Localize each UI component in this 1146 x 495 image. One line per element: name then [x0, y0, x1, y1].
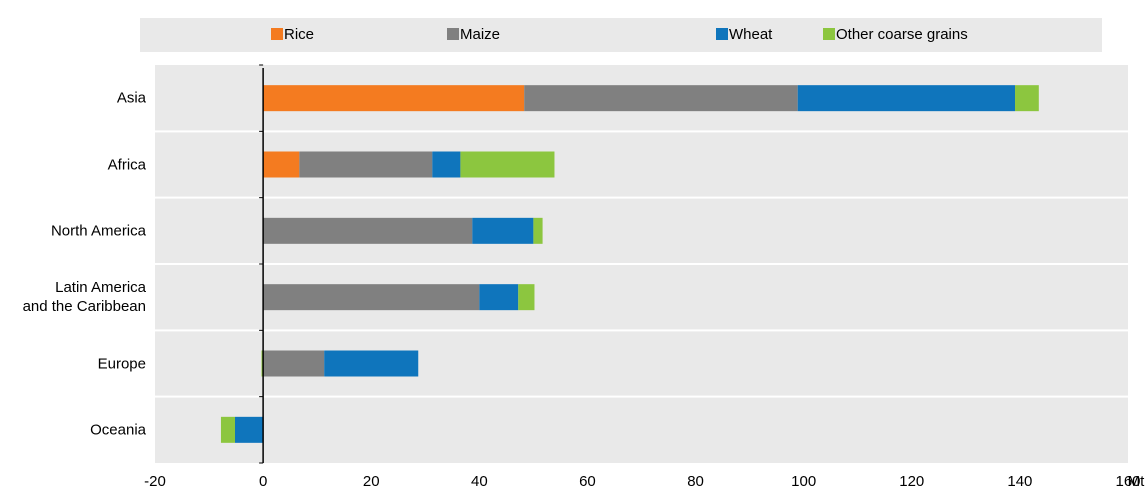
y-tick-label: Oceania [90, 421, 146, 439]
legend-swatch [823, 28, 835, 40]
bar-segment [518, 284, 535, 311]
legend-label: Wheat [729, 26, 773, 43]
y-tick-label: North America [50, 222, 146, 240]
bar-segment [460, 151, 555, 178]
bar-segment [263, 217, 473, 244]
bar-segment [324, 350, 419, 377]
bar-segment [432, 151, 461, 178]
bar-segment [263, 151, 300, 178]
x-tick-label: 160 [1115, 473, 1140, 490]
bar-segment [220, 416, 236, 443]
y-tick-label: Latin America and the Caribbean [22, 279, 146, 316]
legend-swatch [447, 28, 459, 40]
bar-segment [524, 85, 798, 112]
x-tick-label: 60 [579, 473, 596, 490]
bar-segment [533, 217, 543, 244]
legend-swatch [271, 28, 283, 40]
legend-swatch [716, 28, 728, 40]
x-tick-label: 80 [687, 473, 704, 490]
y-tick-label: Europe [97, 355, 146, 372]
x-tick-label: -20 [144, 473, 166, 490]
x-tick-label: 0 [259, 473, 267, 490]
bar-segment [261, 350, 264, 377]
bar-segment [797, 85, 1016, 112]
legend-label: Other coarse grains [836, 26, 968, 43]
legend-background [140, 18, 1102, 52]
bar-segment [235, 416, 264, 443]
x-tick-label: 20 [363, 473, 380, 490]
x-axis-unit: Mt [1128, 473, 1145, 490]
bar-segment [299, 151, 433, 178]
bar-segment [479, 284, 519, 311]
bar-segment [263, 350, 325, 377]
x-tick-label: 140 [1007, 473, 1032, 490]
bar-segment [263, 85, 525, 112]
y-tick-label: Asia [116, 89, 146, 107]
y-tick-label: Africa [107, 156, 146, 173]
legend-label: Rice [284, 26, 314, 43]
legend-label: Maize [460, 26, 500, 43]
x-tick-label: 120 [899, 473, 924, 490]
x-tick-label: 100 [791, 473, 816, 490]
bar-segment [263, 284, 480, 311]
bar-segment [472, 217, 534, 244]
bar-segment [1015, 85, 1039, 112]
x-tick-label: 40 [471, 473, 488, 490]
